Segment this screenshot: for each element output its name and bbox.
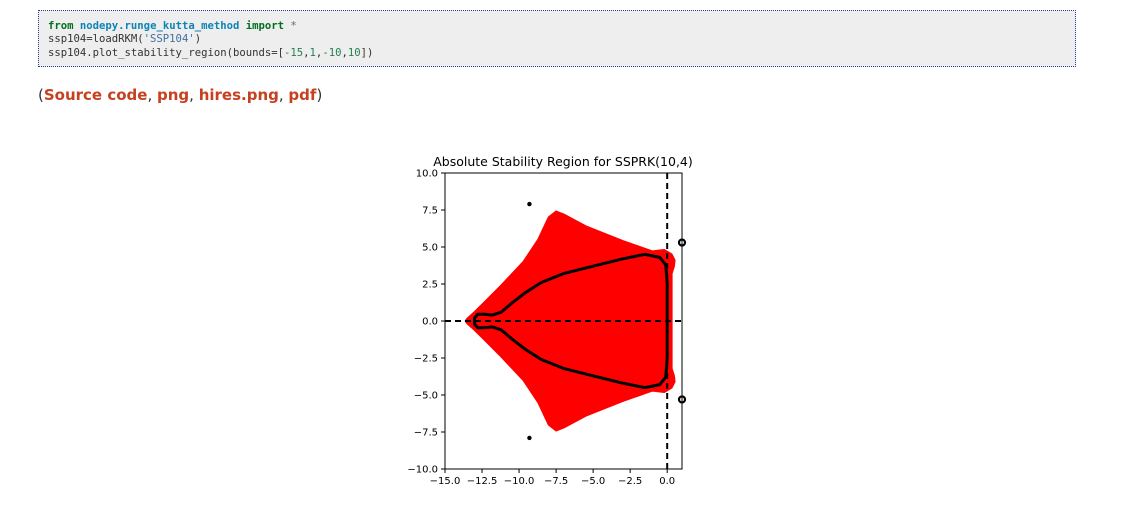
x-axis: −15.0 −12.5 −10.0 −7.5 −5.0 −2.5 0.0 xyxy=(430,469,675,487)
x-tick-label: −15.0 xyxy=(430,476,461,487)
y-axis: 10.0 7.5 5.0 2.5 0.0 −2.5 −5.0 −7.5 −10.0 xyxy=(407,169,445,476)
code-num-2: 1 xyxy=(309,46,316,59)
png-link[interactable]: png xyxy=(157,86,190,104)
keyword-from: from xyxy=(48,20,74,32)
y-tick-label: 7.5 xyxy=(422,206,438,217)
x-tick-label: −7.5 xyxy=(544,476,568,487)
y-tick-label: 0.0 xyxy=(422,317,438,328)
y-tick-label: −10.0 xyxy=(407,465,438,476)
edge-circle xyxy=(677,395,687,404)
y-tick-label: −2.5 xyxy=(414,354,438,365)
keyword-import: import xyxy=(245,20,285,32)
y-tick-label: 10.0 xyxy=(416,169,438,180)
code-load-prefix: ssp104=loadRKM( xyxy=(48,33,144,46)
edge-circle xyxy=(677,238,687,247)
y-tick-label: 5.0 xyxy=(422,243,438,254)
code-comma-3: , xyxy=(341,46,348,59)
plot-area xyxy=(445,173,682,469)
code-load-string: 'SSP104' xyxy=(143,33,195,46)
code-num-4: 10 xyxy=(347,46,361,59)
eigenvalue-point xyxy=(527,201,532,207)
code-comma-2: , xyxy=(315,46,323,59)
stability-region-chart: Absolute Stability Region for SSPRK(10,4… xyxy=(407,154,693,487)
links-open-paren: ( xyxy=(38,86,44,104)
code-num-3: -10 xyxy=(322,46,342,59)
code-plot-prefix: ssp104.plot_stability_region(bounds=[ xyxy=(48,46,284,59)
links-separator: , xyxy=(278,86,289,104)
order-star-curve xyxy=(473,252,669,390)
x-tick-label: 0.0 xyxy=(659,476,675,487)
links-close-paren: ) xyxy=(316,86,323,104)
x-tick-label: −12.5 xyxy=(467,476,498,487)
y-tick-label: −5.0 xyxy=(414,391,438,402)
code-block: from nodepy.runge_kutta_method import * … xyxy=(38,10,1076,67)
chart-title: Absolute Stability Region for SSPRK(10,4… xyxy=(433,154,693,169)
pdf-link[interactable]: pdf xyxy=(288,86,317,104)
x-tick-label: −2.5 xyxy=(618,476,642,487)
code-line-load: ssp104=loadRKM('SSP104') xyxy=(48,33,1075,46)
y-tick-label: 2.5 xyxy=(422,280,438,291)
x-tick-label: −10.0 xyxy=(504,476,535,487)
import-star: * xyxy=(290,20,297,32)
x-tick-label: −5.0 xyxy=(581,476,605,487)
links-separator: , xyxy=(147,86,157,104)
y-tick-label: −7.5 xyxy=(414,428,438,439)
eigenvalue-point xyxy=(527,435,532,441)
code-plot-suffix: ]) xyxy=(360,46,374,59)
source-code-link[interactable]: Source code xyxy=(43,86,148,104)
hires-png-link[interactable]: hires.png xyxy=(198,86,279,104)
code-load-suffix: ) xyxy=(194,33,202,46)
download-links: (Source code, png, hires.png, pdf) xyxy=(38,86,322,104)
code-comma-1: , xyxy=(303,46,310,59)
code-line-plot: ssp104.plot_stability_region(bounds=[-15… xyxy=(48,47,1075,60)
module-name: nodepy.runge_kutta_method xyxy=(79,20,240,32)
links-separator: , xyxy=(189,86,199,104)
code-num-1: -15 xyxy=(284,46,304,59)
code-line-import: from nodepy.runge_kutta_method import * xyxy=(48,20,1075,33)
